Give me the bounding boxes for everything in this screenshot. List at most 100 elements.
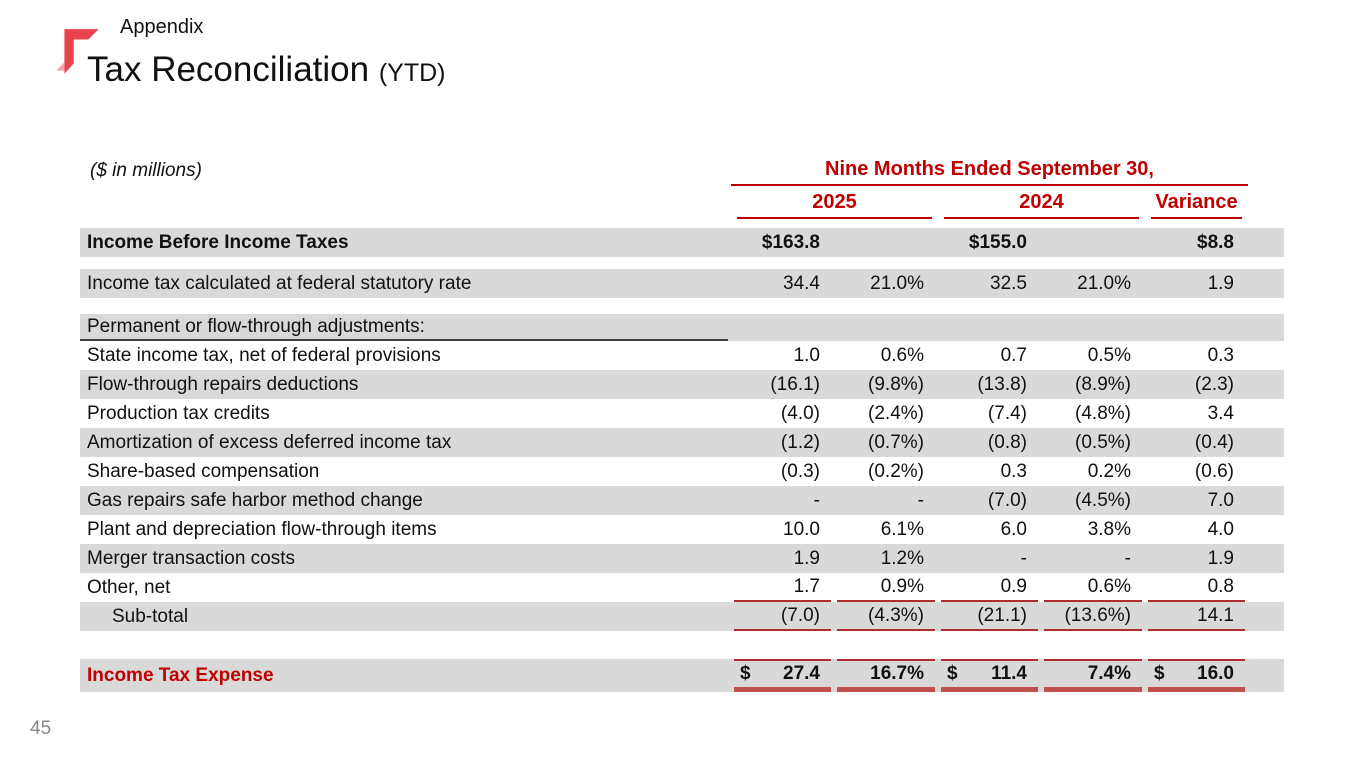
cell-2024-pct: (0.5%) bbox=[1075, 431, 1131, 453]
table-row-share-based-compensation: Share-based compensation (0.3) (0.2%) 0.… bbox=[80, 457, 1284, 486]
section-label: Permanent or flow-through adjustments: bbox=[80, 314, 728, 341]
row-label: Production tax credits bbox=[87, 402, 270, 424]
column-header-2025: 2025 bbox=[737, 191, 932, 219]
cell-2024-value: 6.0 bbox=[1000, 518, 1027, 540]
cell-2024-pct: (4.8%) bbox=[1075, 402, 1131, 424]
cell-2024-pct bbox=[1044, 228, 1142, 257]
tax-reconciliation-table: ($ in millions) Nine Months Ended Septem… bbox=[80, 152, 1284, 692]
cell-variance: $8.8 bbox=[1197, 231, 1234, 253]
cell-2024-value: - bbox=[1020, 547, 1027, 569]
dollar-sign: $ bbox=[1154, 663, 1165, 684]
cell-2025-pct: 6.1% bbox=[880, 518, 924, 540]
cell-2024-value: 0.7 bbox=[1000, 344, 1027, 366]
column-group-header: Nine Months Ended September 30, bbox=[731, 158, 1248, 186]
cell-2025-value: 1.7 bbox=[734, 573, 831, 602]
cell-2025-pct: (9.8%) bbox=[868, 373, 924, 395]
cell-2025-pct: - bbox=[917, 489, 924, 511]
cell-2025-value: (7.0) bbox=[734, 602, 831, 631]
cell-2024-pct: 0.5% bbox=[1087, 344, 1131, 366]
cell-2025-pct: 0.6% bbox=[880, 344, 924, 366]
cell-2025-value: (4.0) bbox=[780, 402, 820, 424]
cell-variance: 14.1 bbox=[1148, 602, 1245, 631]
cell-2024-value: (21.1) bbox=[941, 602, 1038, 631]
cell-variance: 0.8 bbox=[1148, 573, 1245, 602]
cell-2025-pct: 16.7% bbox=[837, 659, 935, 692]
cell-variance: (0.4) bbox=[1194, 431, 1234, 453]
cell-2025-value: (0.3) bbox=[780, 460, 820, 482]
cell-2024-pct: 21.0% bbox=[1077, 272, 1131, 294]
cell-2024-pct: 0.6% bbox=[1044, 573, 1142, 602]
cell-variance: 1.9 bbox=[1207, 272, 1234, 294]
cell-2024-pct: (8.9%) bbox=[1075, 373, 1131, 395]
dollar-sign: $ bbox=[740, 663, 751, 684]
cell-2025-value: 10.0 bbox=[783, 518, 820, 540]
column-header-variance: Variance bbox=[1151, 191, 1242, 219]
table-row-federal-statutory: Income tax calculated at federal statuto… bbox=[80, 269, 1284, 298]
cell-spacer bbox=[1251, 228, 1281, 257]
cell-2024-pct: - bbox=[1124, 547, 1131, 569]
table-row-merger-transaction-costs: Merger transaction costs 1.9 1.2% - - 1.… bbox=[80, 544, 1284, 573]
cell-2024-pct: 3.8% bbox=[1087, 518, 1131, 540]
cell-2025-pct bbox=[837, 228, 935, 257]
row-label: State income tax, net of federal provisi… bbox=[87, 344, 441, 366]
units-note: ($ in millions) bbox=[90, 160, 202, 181]
table-row-permanent-adjustments-header: Permanent or flow-through adjustments: bbox=[80, 314, 1284, 341]
row-label: Plant and depreciation flow-through item… bbox=[87, 518, 437, 540]
table-row-amortization-deferred-tax: Amortization of excess deferred income t… bbox=[80, 428, 1284, 457]
cell-variance: 7.0 bbox=[1207, 489, 1234, 511]
cell-2025-pct: (0.7%) bbox=[868, 431, 924, 453]
row-label: Amortization of excess deferred income t… bbox=[87, 431, 452, 453]
cell-2024-value: (7.4) bbox=[987, 402, 1027, 424]
row-label: Other, net bbox=[87, 576, 171, 598]
cell-2025-pct: (2.4%) bbox=[868, 402, 924, 424]
cell-2025-value: 1.0 bbox=[793, 344, 820, 366]
cell-2024-value: (0.8) bbox=[987, 431, 1027, 453]
cell-2024-pct: (4.5%) bbox=[1075, 489, 1131, 511]
cell-variance: 1.9 bbox=[1207, 547, 1234, 569]
cell-2024-pct: 0.2% bbox=[1087, 460, 1131, 482]
cell-variance: $16.0 bbox=[1148, 659, 1245, 692]
row-label: Sub-total bbox=[112, 605, 189, 627]
cell-2024-value: $155.0 bbox=[968, 231, 1027, 253]
cell-2025-value: 1.9 bbox=[793, 547, 820, 569]
row-label: Flow-through repairs deductions bbox=[87, 373, 359, 395]
row-label: Gas repairs safe harbor method change bbox=[87, 489, 423, 511]
table-row-plant-depreciation-flow-through: Plant and depreciation flow-through item… bbox=[80, 515, 1284, 544]
cell-2025-value: $27.4 bbox=[734, 659, 831, 692]
cell-variance: 0.3 bbox=[1207, 344, 1234, 366]
page-title: Tax Reconciliation (YTD) bbox=[87, 50, 445, 90]
cell-2025-pct: 21.0% bbox=[870, 272, 924, 294]
column-header-2024: 2024 bbox=[944, 191, 1139, 219]
cell-2024-value: 0.9 bbox=[941, 573, 1038, 602]
cell-2024-value: (13.8) bbox=[977, 373, 1027, 395]
table-row-income-before-taxes: Income Before Income Taxes $163.8 $155.0… bbox=[80, 228, 1284, 257]
cell-2025-value: $163.8 bbox=[761, 231, 820, 253]
row-label: Income Before Income Taxes bbox=[87, 231, 349, 253]
row-label: Income tax calculated at federal statuto… bbox=[87, 272, 472, 294]
cell-2025-value: (16.1) bbox=[770, 373, 820, 395]
cell-spacer bbox=[1251, 269, 1281, 298]
row-label: Merger transaction costs bbox=[87, 547, 296, 569]
cell-variance: 4.0 bbox=[1207, 518, 1234, 540]
table-row-sub-total: Sub-total (7.0) (4.3%) (21.1) (13.6%) 14… bbox=[80, 602, 1284, 631]
cell-2025-pct: 0.9% bbox=[837, 573, 935, 602]
page-title-suffix: (YTD) bbox=[378, 59, 446, 87]
cell-2024-value: $11.4 bbox=[941, 659, 1038, 692]
cell-2024-value: (7.0) bbox=[987, 489, 1027, 511]
cell-2024-value: 32.5 bbox=[990, 272, 1027, 294]
page-title-main: Tax Reconciliation bbox=[87, 50, 370, 89]
eyebrow-appendix: Appendix bbox=[120, 16, 204, 38]
table-row-gas-repairs-safe-harbor: Gas repairs safe harbor method change - … bbox=[80, 486, 1284, 515]
row-label: Income Tax Expense bbox=[87, 664, 274, 686]
brand-corner-arrow-logo bbox=[56, 29, 99, 74]
table-header: ($ in millions) Nine Months Ended Septem… bbox=[80, 152, 1284, 228]
cell-2025-value: 34.4 bbox=[783, 272, 820, 294]
cell-2024-pct: 7.4% bbox=[1044, 659, 1142, 692]
cell-2025-value: - bbox=[813, 489, 820, 511]
cell-variance: (2.3) bbox=[1194, 373, 1234, 395]
cell-2025-value: (1.2) bbox=[780, 431, 820, 453]
cell-variance: 3.4 bbox=[1207, 402, 1234, 424]
row-label: Share-based compensation bbox=[87, 460, 320, 482]
table-row-other-net: Other, net 1.7 0.9% 0.9 0.6% 0.8 bbox=[80, 573, 1284, 602]
